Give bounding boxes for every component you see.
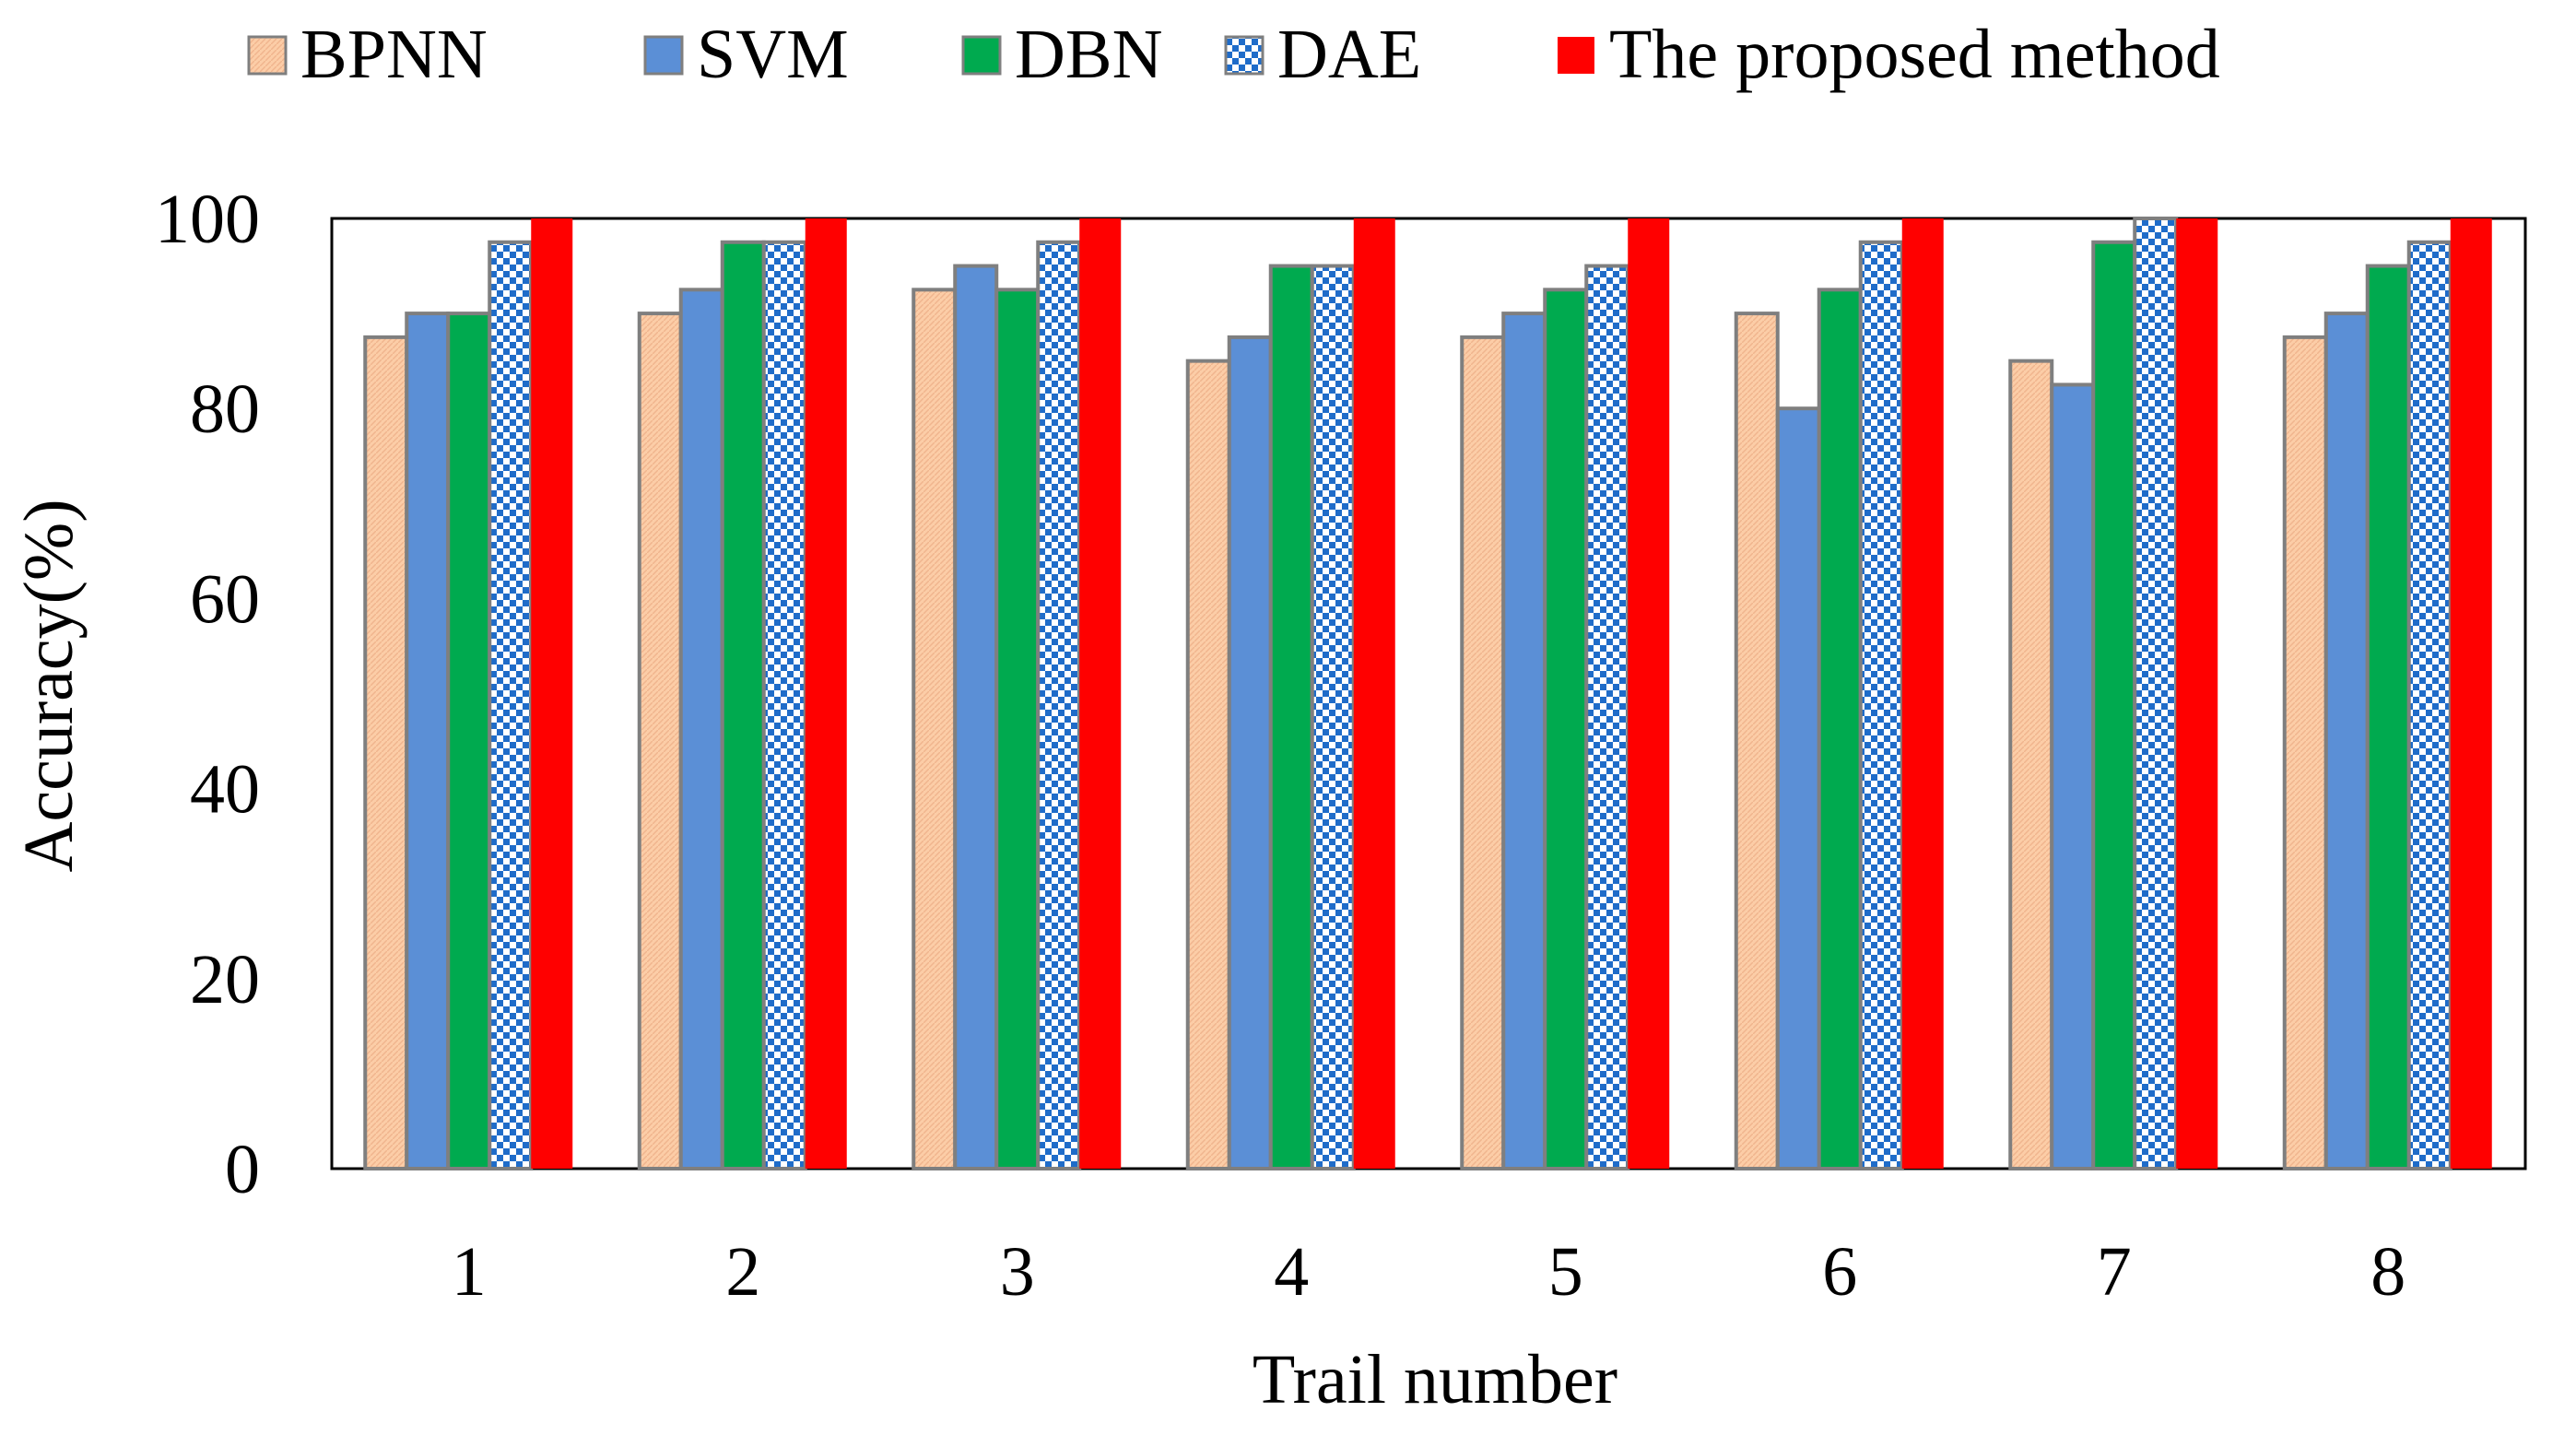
bar-dae-8	[2406, 240, 2452, 1170]
bar-the-proposed-method-3	[1079, 218, 1122, 1169]
legend-label: SVM	[697, 16, 849, 93]
bar-the-proposed-method-5	[1628, 218, 1670, 1169]
bar-the-proposed-method-4	[1353, 218, 1395, 1169]
x-tick-label: 4	[1274, 1233, 1309, 1311]
y-tick-label: 80	[190, 371, 260, 448]
legend-label: BPNN	[300, 16, 488, 93]
legend-swatch	[643, 35, 684, 76]
y-tick-label: 100	[155, 181, 260, 258]
x-axis-ticks: 1 2 3 4 5 6 7 8	[452, 1233, 2406, 1311]
bar-dae-6	[1858, 240, 1904, 1170]
bar-svm-7	[2050, 382, 2096, 1170]
bar-dbn-7	[2091, 240, 2137, 1170]
bar-the-proposed-method-1	[531, 218, 573, 1169]
x-tick-label: 2	[725, 1233, 760, 1311]
bar-svm-3	[953, 264, 999, 1170]
bar-bpnn-4	[1185, 359, 1231, 1170]
legend-label: DBN	[1015, 16, 1162, 93]
bar-dbn-8	[2365, 264, 2411, 1170]
legend-swatch	[961, 35, 1002, 76]
y-tick-label: 20	[190, 941, 260, 1018]
bar-dbn-5	[1543, 288, 1589, 1170]
x-tick-label: 1	[452, 1233, 487, 1311]
legend-swatch	[1224, 35, 1264, 76]
bar-dae-7	[2133, 217, 2179, 1170]
legend: BPNN SVM DBN DAE The proposed method	[247, 16, 2220, 93]
bar-svm-2	[678, 288, 724, 1170]
bar-the-proposed-method-8	[2450, 218, 2492, 1169]
bar-the-proposed-method-7	[2176, 218, 2218, 1169]
bar-the-proposed-method-6	[1901, 218, 1944, 1169]
x-axis-label: Trail number	[1253, 1341, 1617, 1418]
bar-dae-4	[1310, 264, 1356, 1170]
bar-the-proposed-method-2	[805, 218, 847, 1169]
plot-border	[330, 217, 2527, 1170]
bar-dae-2	[761, 240, 807, 1170]
x-tick-label: 3	[1000, 1233, 1035, 1311]
bar-dbn-1	[446, 312, 492, 1171]
bar-dae-3	[1036, 240, 1082, 1170]
bar-svm-6	[1775, 406, 1821, 1170]
y-tick-label: 0	[225, 1131, 260, 1208]
bar-bpnn-1	[363, 335, 409, 1170]
bars-group	[363, 217, 2492, 1171]
bar-svm-8	[2323, 312, 2370, 1171]
bar-dbn-6	[1817, 288, 1863, 1170]
bar-bpnn-2	[637, 312, 683, 1171]
bar-dbn-4	[1268, 264, 1314, 1170]
x-tick-label: 7	[2097, 1233, 2132, 1311]
x-tick-label: 8	[2370, 1233, 2405, 1311]
bar-dae-5	[1584, 264, 1630, 1170]
y-axis-label: Accuracy(%)	[10, 499, 88, 872]
legend-swatch	[247, 35, 288, 76]
bar-bpnn-6	[1734, 312, 1780, 1171]
bar-svm-4	[1227, 335, 1273, 1170]
y-tick-label: 40	[190, 751, 260, 829]
bar-bpnn-7	[2008, 359, 2054, 1170]
x-tick-label: 5	[1548, 1233, 1583, 1311]
legend-swatch	[1558, 37, 1594, 74]
bar-dbn-2	[720, 240, 766, 1170]
bar-dbn-3	[994, 288, 1041, 1170]
bar-bpnn-3	[912, 288, 958, 1170]
bar-bpnn-8	[2282, 335, 2328, 1170]
legend-label: DAE	[1277, 16, 1421, 93]
plot-area	[330, 217, 2527, 1170]
y-tick-label: 60	[190, 560, 260, 638]
bar-svm-1	[405, 312, 451, 1171]
y-axis-ticks: 0 20 40 60 80 100	[155, 181, 260, 1208]
legend-label: The proposed method	[1609, 16, 2220, 93]
bar-dae-1	[488, 240, 534, 1170]
x-tick-label: 6	[1822, 1233, 1857, 1311]
bar-bpnn-5	[1460, 335, 1506, 1170]
bar-svm-5	[1501, 312, 1547, 1171]
